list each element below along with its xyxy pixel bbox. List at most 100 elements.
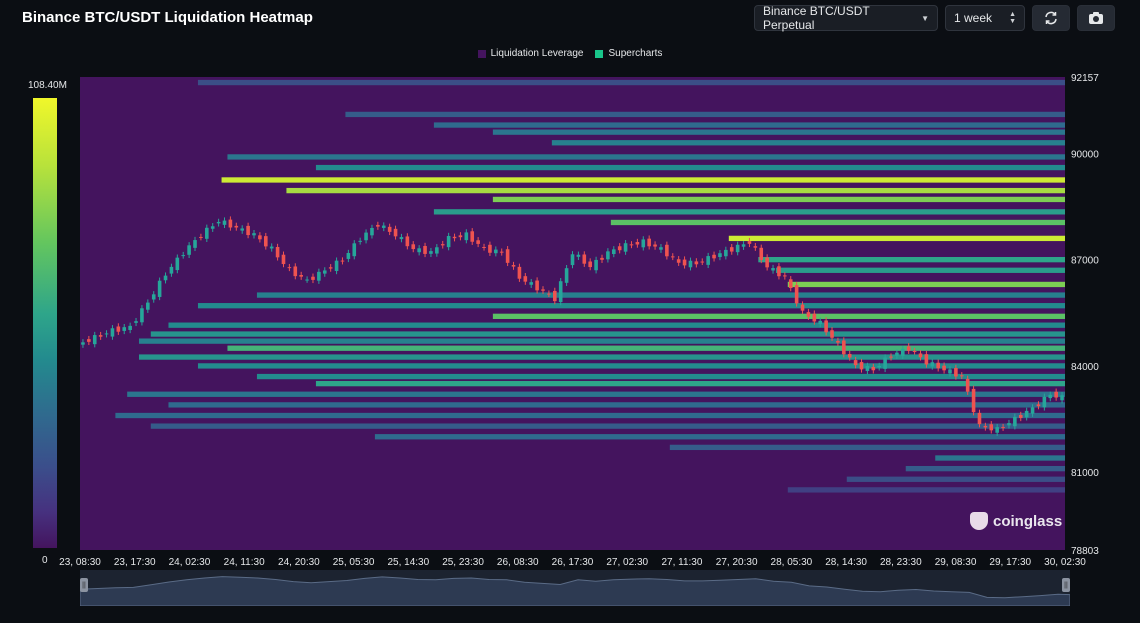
- candle: [464, 232, 469, 241]
- x-tick-label: 27, 20:30: [716, 557, 758, 568]
- candle: [771, 268, 775, 271]
- candle: [700, 261, 705, 263]
- candle: [889, 356, 893, 358]
- candle: [240, 228, 245, 231]
- candle: [370, 227, 374, 236]
- candle: [948, 369, 952, 374]
- candle: [81, 342, 85, 345]
- x-tick-label: 28, 23:30: [880, 557, 922, 568]
- legend-item-supercharts[interactable]: Supercharts: [595, 48, 662, 59]
- x-tick-label: 27, 11:30: [661, 557, 702, 568]
- y-tick-label: 78803: [1071, 546, 1099, 557]
- watermark-text: coinglass: [993, 512, 1063, 530]
- candle: [871, 366, 876, 371]
- x-tick-label: 27, 02:30: [606, 557, 648, 568]
- legend-item-liquidation[interactable]: Liquidation Leverage: [477, 48, 583, 59]
- liquidation-band: [168, 402, 1066, 408]
- candle: [110, 328, 115, 337]
- candle: [98, 335, 103, 337]
- candle: [499, 251, 504, 253]
- liquidation-band: [221, 177, 1065, 183]
- legend-swatch: [477, 49, 486, 58]
- camera-icon: [1089, 12, 1103, 24]
- candle: [140, 308, 144, 323]
- x-tick-label: 25, 05:30: [333, 557, 375, 568]
- period-select[interactable]: 1 week ▲ ▼: [945, 5, 1025, 31]
- candle: [924, 354, 929, 365]
- candle: [900, 348, 905, 356]
- liquidation-band: [551, 140, 1065, 146]
- liquidation-band: [433, 122, 1065, 128]
- candle: [564, 268, 569, 283]
- candle: [812, 313, 817, 322]
- candle: [623, 243, 628, 252]
- candle: [352, 243, 357, 257]
- candle: [906, 346, 911, 351]
- liquidation-band: [610, 219, 1065, 226]
- liquidation-band: [197, 79, 1066, 86]
- candle: [381, 225, 386, 228]
- candle: [258, 235, 262, 240]
- candle: [912, 351, 917, 353]
- legend-swatch: [595, 49, 604, 58]
- pair-select[interactable]: Binance BTC/USDT Perpetual ▼: [754, 4, 938, 32]
- time-navigator[interactable]: [79, 570, 1071, 607]
- candle: [488, 244, 492, 253]
- candle: [175, 257, 180, 271]
- candle: [865, 365, 870, 372]
- candle: [210, 226, 215, 229]
- candle: [122, 327, 127, 331]
- candle: [157, 280, 162, 297]
- candle: [281, 254, 286, 265]
- candle: [470, 231, 475, 242]
- candle: [665, 244, 669, 257]
- candle: [387, 226, 392, 232]
- candle: [629, 244, 634, 246]
- candle: [765, 257, 769, 268]
- candle: [635, 242, 640, 245]
- candle: [570, 254, 575, 266]
- candle: [435, 247, 439, 254]
- candle: [936, 362, 940, 369]
- liquidation-band: [256, 373, 1065, 380]
- candle: [311, 276, 315, 280]
- candle: [670, 256, 675, 258]
- candle: [376, 224, 380, 227]
- candle: [1060, 395, 1064, 401]
- navigator-left-handle[interactable]: ||: [80, 578, 88, 592]
- candle: [405, 236, 410, 247]
- candle: [1018, 414, 1023, 418]
- page-title: Binance BTC/USDT Liquidation Heatmap: [22, 9, 313, 26]
- candle: [535, 280, 539, 291]
- candle: [246, 225, 250, 236]
- screenshot-button[interactable]: [1077, 5, 1115, 31]
- candle: [1030, 407, 1035, 414]
- color-scale-min: 0: [42, 555, 48, 566]
- candle: [1001, 427, 1005, 429]
- liquidation-band: [492, 313, 1065, 319]
- navigator-area: [79, 576, 1071, 607]
- candle: [547, 293, 551, 295]
- candle: [328, 267, 333, 269]
- refresh-button[interactable]: [1032, 5, 1070, 31]
- candle: [853, 360, 858, 366]
- candle: [735, 244, 740, 253]
- candle: [1007, 423, 1011, 426]
- candle: [965, 378, 970, 392]
- candle: [440, 244, 445, 246]
- candle: [617, 246, 622, 251]
- candle: [1048, 394, 1053, 399]
- candle: [676, 259, 681, 263]
- candle: [446, 236, 451, 248]
- candle: [895, 352, 899, 356]
- candle: [606, 251, 610, 260]
- candle: [287, 267, 292, 269]
- candle: [818, 320, 823, 325]
- liquidation-band: [315, 164, 1066, 171]
- navigator-right-handle[interactable]: ||: [1062, 578, 1070, 592]
- x-tick-label: 25, 14:30: [387, 557, 429, 568]
- candle: [263, 236, 268, 247]
- candle: [1013, 416, 1017, 427]
- pair-select-value: Binance BTC/USDT Perpetual: [763, 4, 870, 32]
